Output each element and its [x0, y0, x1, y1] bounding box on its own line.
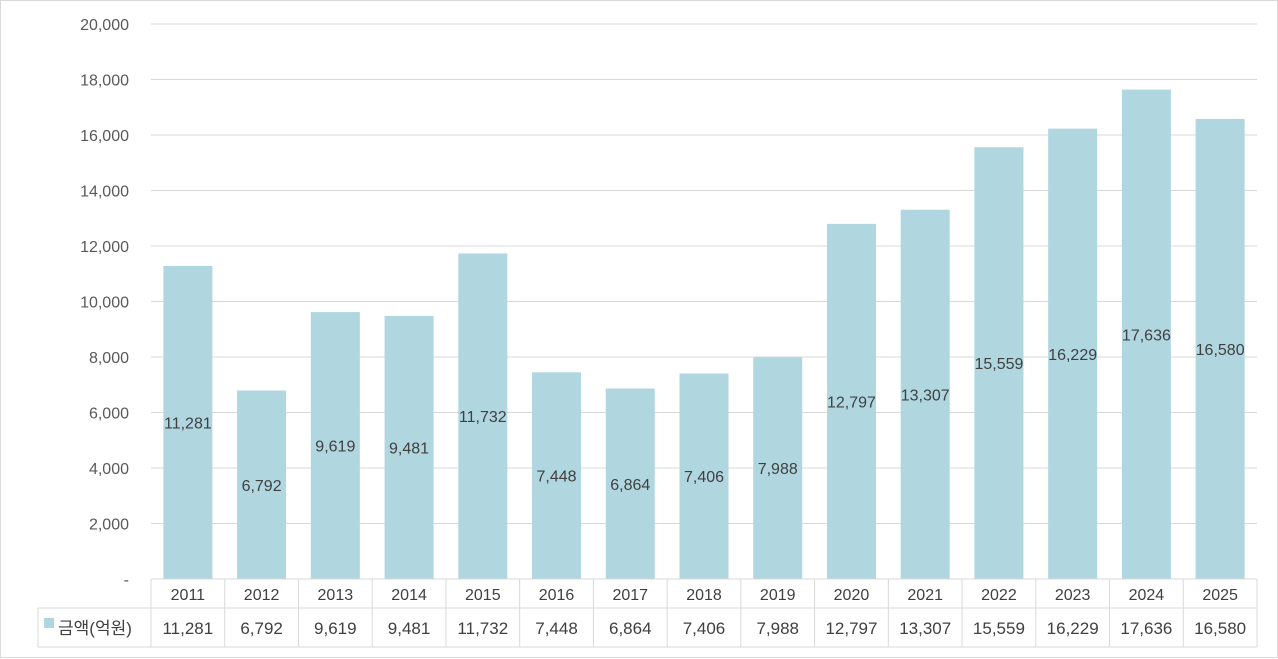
y-axis-tick-labels: - 2,000 4,000 6,000 8,000 10,000 12,000 14,000 1… [80, 17, 129, 589]
data-label: 9,619 [315, 439, 355, 456]
table-value-cell: 7,406 [683, 619, 726, 638]
table-value-cell: 11,732 [457, 619, 508, 638]
bars [163, 89, 1245, 580]
y-tick-label: 20,000 [80, 17, 129, 34]
y-tick-label: 18,000 [80, 73, 129, 90]
x-category-label: 2015 [465, 587, 501, 604]
bar [826, 223, 876, 580]
y-tick-label: 10,000 [80, 295, 129, 312]
bar [310, 312, 360, 579]
x-category-label: 2021 [907, 587, 943, 604]
y-tick-label: 16,000 [80, 128, 129, 145]
y-tick-label: 8,000 [89, 350, 129, 367]
data-label: 17,636 [1122, 327, 1171, 344]
data-label: 7,448 [537, 469, 577, 486]
x-category-label: 2020 [834, 587, 870, 604]
table-value-cell: 15,559 [973, 619, 1025, 638]
bar [237, 390, 287, 579]
data-label: 7,988 [758, 461, 798, 478]
data-label: 6,792 [242, 478, 282, 495]
data-label: 13,307 [901, 387, 950, 404]
data-label: 16,229 [1048, 347, 1097, 364]
data-label: 11,732 [459, 409, 507, 426]
bar [679, 373, 729, 579]
bar [605, 388, 655, 579]
bar [458, 253, 508, 579]
x-category-label: 2014 [391, 587, 427, 604]
bar [1121, 89, 1171, 579]
table-value-cell: 7,988 [756, 619, 799, 638]
bar [974, 147, 1024, 580]
x-category-label: 2012 [244, 587, 280, 604]
y-tick-label: 6,000 [89, 406, 129, 423]
x-category-label: 2017 [612, 587, 648, 604]
y-tick-label: 4,000 [89, 461, 129, 478]
table-value-cell: 6,864 [609, 619, 652, 638]
y-tick-label: 2,000 [89, 517, 129, 534]
table-value-cell: 17,636 [1120, 619, 1172, 638]
legend-series-name: 금액(억원) [58, 619, 132, 638]
x-category-label: 2016 [539, 587, 575, 604]
bar [753, 357, 803, 579]
table-value-cell: 6,792 [240, 619, 283, 638]
table-value-cell: 9,481 [388, 619, 431, 638]
x-category-label: 2023 [1055, 587, 1091, 604]
y-tick-label: 14,000 [80, 184, 129, 201]
x-category-label: 2011 [171, 587, 206, 604]
x-category-label: 2013 [318, 587, 354, 604]
table-value-cell: 12,797 [825, 619, 877, 638]
x-category-label: 2022 [981, 587, 1017, 604]
table-value-cell: 7,448 [535, 619, 578, 638]
data-label: 15,559 [974, 356, 1023, 373]
bar [384, 315, 434, 579]
bar [900, 209, 950, 579]
data-labels: 11,281 6,792 9,619 9,481 11,732 7,448 6,864 7,4… [164, 327, 1245, 494]
bar [532, 372, 582, 579]
x-category-label: 2025 [1202, 587, 1238, 604]
x-category-label: 2018 [686, 587, 722, 604]
data-label: 6,864 [610, 477, 650, 494]
y-tick-label: 12,000 [80, 239, 129, 256]
data-label: 7,406 [684, 469, 724, 486]
table-value-cell: 16,229 [1047, 619, 1099, 638]
table-value-cell: 9,619 [314, 619, 357, 638]
table-value-cell: 11,281 [162, 619, 213, 638]
y-tick-label: - [124, 572, 129, 589]
data-label: 12,797 [827, 394, 876, 411]
data-table: 2011 2012 2013 2014 2015 2016 2017 2018 2019 2020… [37, 578, 1258, 648]
bar [1048, 128, 1098, 579]
legend-swatch [44, 618, 54, 628]
data-label: 11,281 [164, 415, 212, 432]
x-category-label: 2019 [760, 587, 796, 604]
table-value-cell: 13,307 [899, 619, 951, 638]
data-label: 9,481 [389, 440, 429, 457]
table-value-cell: 16,580 [1194, 619, 1246, 638]
bar [1195, 118, 1245, 579]
data-label: 16,580 [1196, 342, 1245, 359]
bar [163, 265, 213, 579]
x-category-label: 2024 [1129, 587, 1165, 604]
